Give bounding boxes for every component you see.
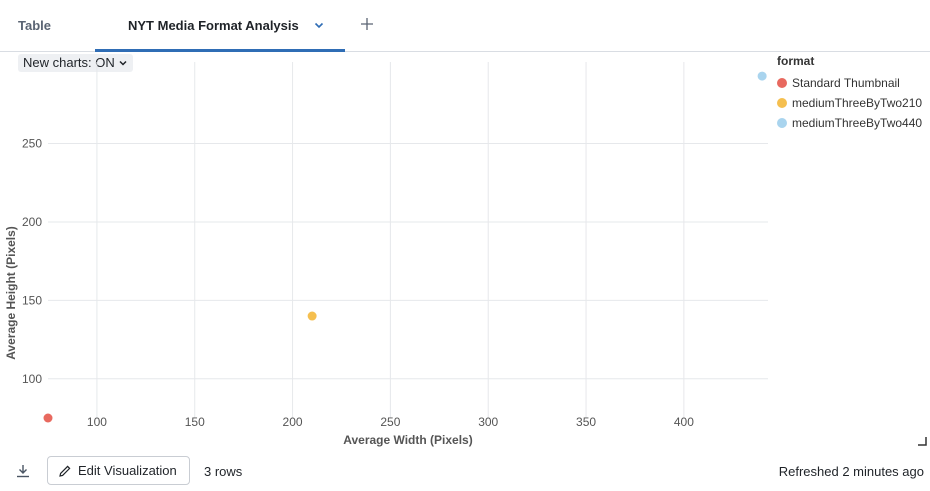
bottom-toolbar: Edit Visualization 3 rows Refreshed 2 mi… [0,456,930,491]
edit-visualization-label: Edit Visualization [78,463,177,478]
legend-label: mediumThreeByTwo440 [792,116,923,130]
resize-handle-icon[interactable] [917,436,927,446]
chevron-down-icon [119,60,127,66]
data-point[interactable] [43,413,53,423]
y-tick-label: 150 [22,293,42,307]
refreshed-status: Refreshed 2 minutes ago [778,464,924,479]
legend-label: mediumThreeByTwo210 [792,96,923,110]
legend-swatch [777,98,787,108]
legend: format Standard Thumbnail mediumThreeByTw… [777,54,922,133]
add-tab-icon[interactable] [358,15,376,33]
row-count: 3 rows [204,464,243,479]
tab-nyt-media-format-analysis[interactable]: NYT Media Format Analysis [95,0,345,52]
y-tick-label: 250 [22,137,42,151]
scatter-chart: 100 150 200 250 300 350 400 100 150 200 250 Avera… [4,62,768,447]
x-tick-label: 250 [380,415,400,429]
new-charts-label: New charts: ON [23,55,115,70]
x-tick-label: 400 [674,415,694,429]
chevron-down-icon[interactable] [313,19,325,31]
legend-label: Standard Thumbnail [792,76,900,90]
tab-table[interactable]: Table [18,18,51,33]
y-axis-ticks: 100 150 200 250 [22,137,42,386]
x-tick-label: 150 [185,415,205,429]
x-axis-ticks: 100 150 200 250 300 350 400 [87,415,694,429]
x-axis-label: Average Width (Pixels) [343,433,472,447]
x-tick-label: 300 [478,415,498,429]
y-tick-label: 200 [22,215,42,229]
x-tick-label: 200 [283,415,303,429]
y-axis-label: Average Height (Pixels) [4,226,18,360]
legend-swatch [777,118,787,128]
legend-item[interactable]: mediumThreeByTwo440 [777,113,922,133]
data-points [43,71,767,423]
x-tick-label: 100 [87,415,107,429]
tab-bar: Table NYT Media Format Analysis [0,0,930,52]
grid [48,62,768,418]
pencil-icon [59,465,71,477]
data-point[interactable] [757,71,767,81]
new-charts-toggle[interactable]: New charts: ON [18,54,133,72]
y-tick-label: 100 [22,372,42,386]
tab-label: NYT Media Format Analysis [128,18,299,33]
x-tick-label: 350 [576,415,596,429]
legend-title: format [777,54,815,68]
active-tab-indicator [95,49,345,52]
download-icon[interactable] [14,462,32,480]
data-point[interactable] [307,311,317,321]
legend-swatch [777,78,787,88]
edit-visualization-button[interactable]: Edit Visualization [47,456,190,485]
legend-item[interactable]: mediumThreeByTwo210 [777,93,922,113]
legend-item[interactable]: Standard Thumbnail [777,73,922,93]
